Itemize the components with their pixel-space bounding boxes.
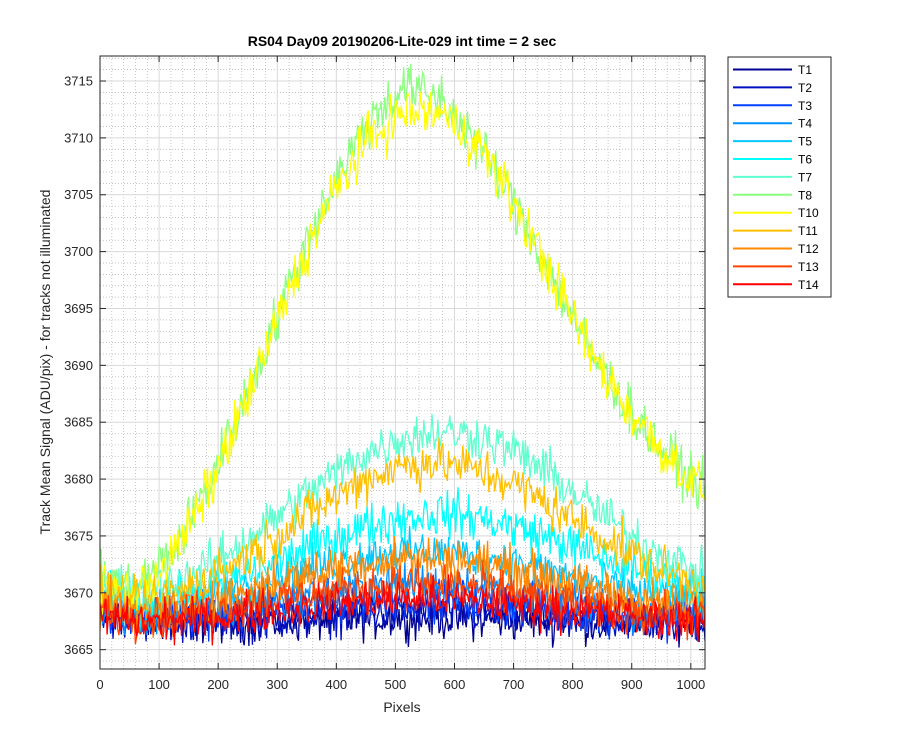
x-tick-label: 300 [266,677,288,692]
chart-title: RS04 Day09 20190206-Lite-029 int time = … [248,33,557,49]
legend-item-t8[interactable]: T8 [733,188,812,202]
series-line-t10 [100,91,705,615]
series-line-t14 [100,574,705,646]
legend-label: T14 [798,278,819,292]
y-tick-label: 3695 [64,301,93,316]
legend-item-t4[interactable]: T4 [733,117,812,131]
y-axis-label: Track Mean Signal (ADU/pix) - for tracks… [37,190,53,535]
legend-item-t10[interactable]: T10 [733,206,819,220]
y-tick-label: 3665 [64,642,93,657]
x-tick-label: 800 [562,677,584,692]
legend-label: T2 [798,81,812,95]
series-group [100,63,705,648]
series-line-t13 [100,558,705,645]
legend-label: T3 [798,99,812,113]
x-tick-label: 100 [148,677,170,692]
x-tick-label: 600 [444,677,466,692]
legend-label: T5 [798,135,812,149]
x-tick-label: 1000 [676,677,705,692]
legend-item-t14[interactable]: T14 [733,278,819,292]
legend-item-t13[interactable]: T13 [733,260,819,274]
legend-label: T13 [798,260,819,274]
legend-label: T11 [798,224,818,238]
legend-label: T1 [798,63,812,77]
y-tick-label: 3710 [64,130,93,145]
legend-label: T6 [798,153,812,167]
x-tick-label: 400 [325,677,347,692]
y-tick-label: 3705 [64,187,93,202]
legend-label: T8 [798,188,812,202]
legend-label: T7 [798,170,812,184]
x-tick-label: 200 [207,677,229,692]
y-tick-label: 3700 [64,244,93,259]
y-tick-label: 3680 [64,472,93,487]
x-tick-label: 700 [503,677,525,692]
legend-item-t7[interactable]: T7 [733,170,812,184]
legend-item-t2[interactable]: T2 [733,81,812,95]
legend-item-t1[interactable]: T1 [733,63,812,77]
x-tick-label: 0 [96,677,103,692]
y-tick-label: 3685 [64,415,93,430]
y-tick-label: 3690 [64,358,93,373]
legend-label: T10 [798,206,819,220]
y-tick-label: 3670 [64,585,93,600]
x-tick-label: 900 [621,677,643,692]
y-tick-label: 3675 [64,528,93,543]
x-axis-label: Pixels [383,699,420,715]
y-tick-labels: 3665 3670 3675 3680 3685 3690 3695 3700 3705 3710… [64,74,93,658]
x-tick-label: 500 [385,677,407,692]
y-tick-label: 3715 [64,74,93,89]
legend-item-t5[interactable]: T5 [733,135,812,149]
legend-item-t6[interactable]: T6 [733,153,812,167]
legend-item-t3[interactable]: T3 [733,99,812,113]
axis-ticks [99,56,705,669]
legend-label: T12 [798,242,819,256]
x-tick-labels: 0 100 200 300 400 500 600 700 800 900 1000 [96,677,705,692]
legend-label: T4 [798,117,812,131]
legend-item-t11[interactable]: T11 [733,224,818,238]
series-line-t7 [100,413,705,609]
series-line-t11 [100,437,705,625]
legend[interactable]: T1 T2 T3 T4 T5 T6 T7 T8 T10 T11 T12 T13 T14 [727,56,832,298]
plot-frame [99,55,706,670]
legend-item-t12[interactable]: T12 [733,242,819,256]
